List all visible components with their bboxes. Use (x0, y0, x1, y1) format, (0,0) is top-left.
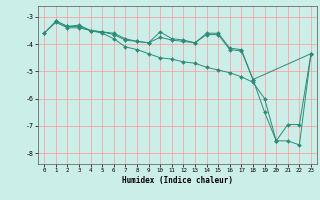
X-axis label: Humidex (Indice chaleur): Humidex (Indice chaleur) (122, 176, 233, 185)
